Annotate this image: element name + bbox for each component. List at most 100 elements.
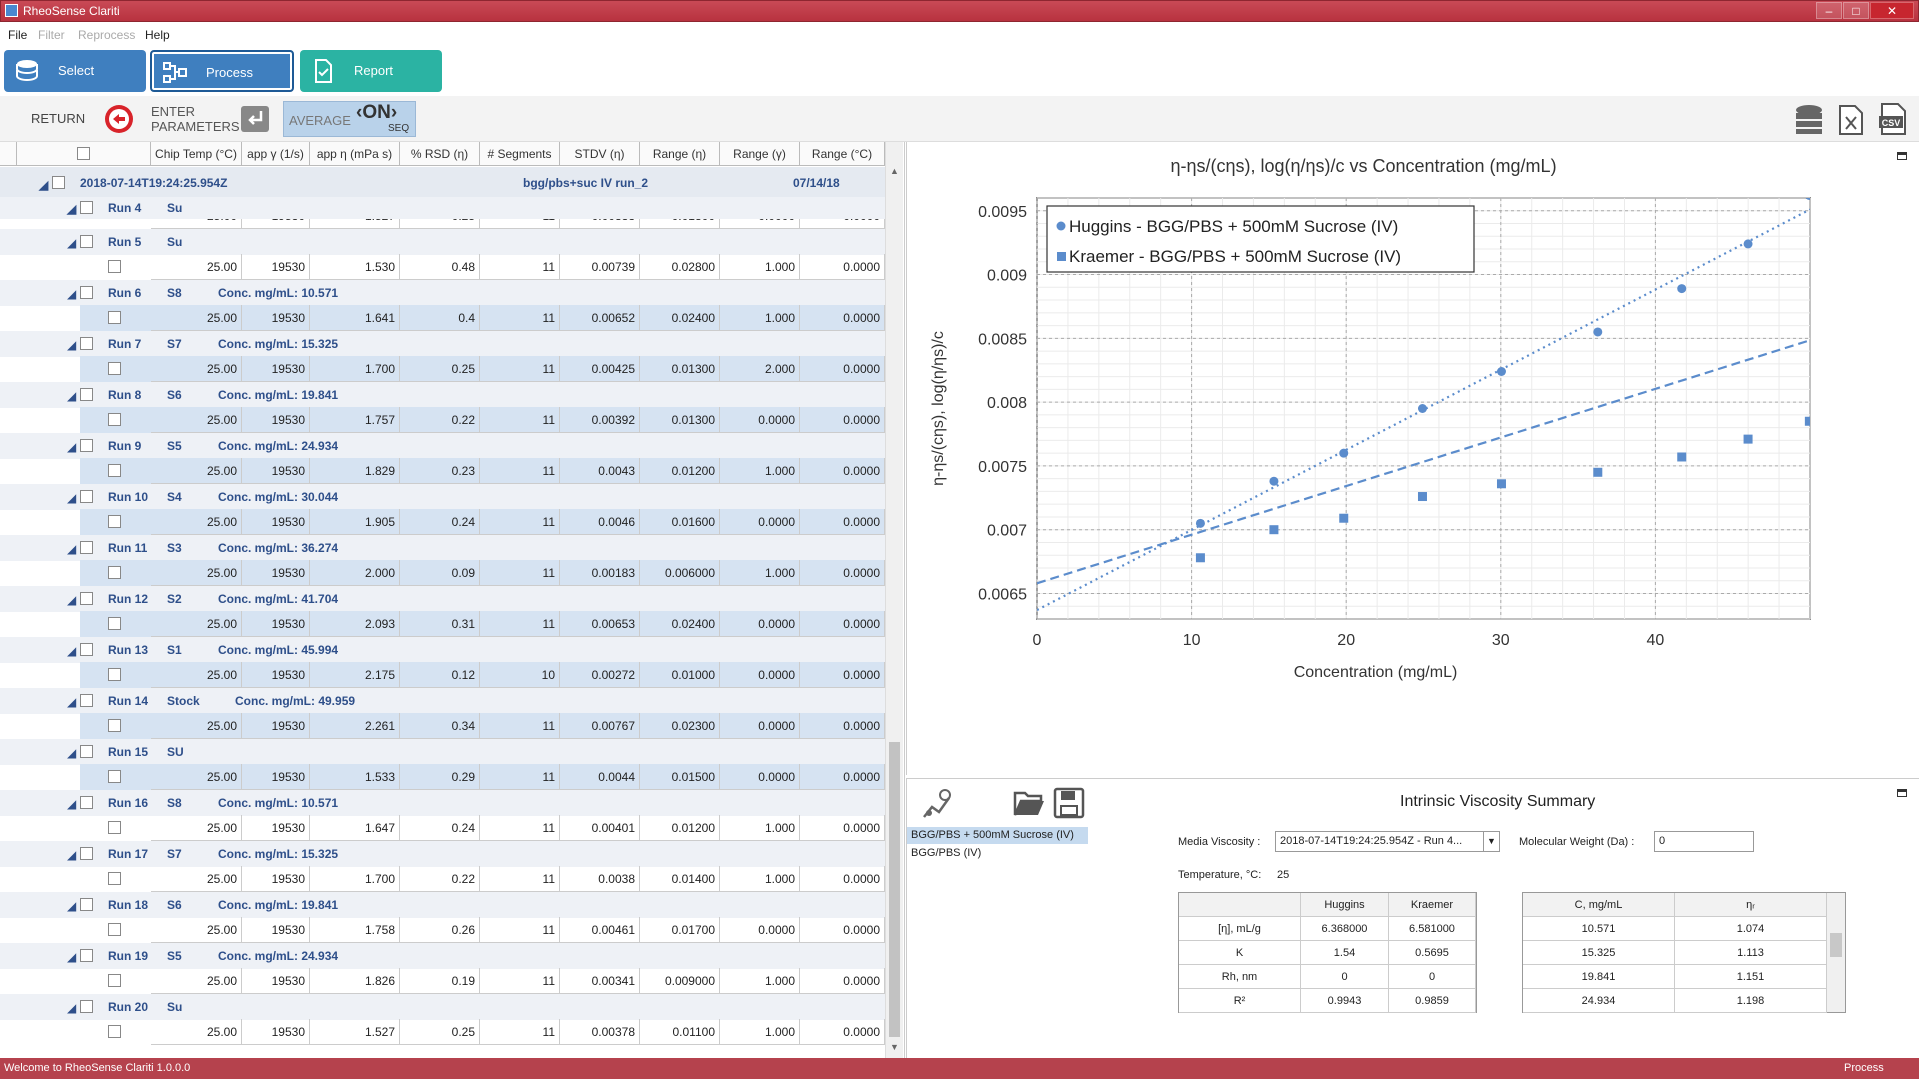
table-row[interactable]: 25.00 19530 1.758 0.26 11 0.00461 0.01700 0.000… <box>0 917 885 943</box>
table-row[interactable]: 25.00 19530 1.641 0.4 11 0.00652 0.02400 1.000 0… <box>0 305 885 331</box>
sample-group-row[interactable]: ◢ 2018-07-14T19:24:25.954Z bgg/pbs+suc I… <box>0 167 885 197</box>
row-checkbox[interactable] <box>108 668 121 681</box>
run-header-row[interactable]: ◢ Run 20 Su <box>0 994 885 1020</box>
menu-file[interactable]: File <box>8 28 28 42</box>
expand-triangle-icon[interactable]: ◢ <box>39 178 49 192</box>
run-header-row[interactable]: ◢ Run 13 S1 Conc. mg/mL: 45.994 <box>0 637 885 663</box>
expand-triangle-icon[interactable]: ◢ <box>67 491 77 505</box>
minimize-button[interactable]: – <box>1816 2 1842 19</box>
table-row[interactable]: 25.00 19530 1.905 0.24 11 0.0046 0.01600 0.0000… <box>0 509 885 535</box>
run-header-row[interactable]: ◢ Run 12 S2 Conc. mg/mL: 41.704 <box>0 586 885 612</box>
run-checkbox[interactable] <box>80 643 93 656</box>
maximize-button[interactable]: □ <box>1843 2 1869 19</box>
expand-triangle-icon[interactable]: ◢ <box>67 746 77 760</box>
select-button[interactable]: Select <box>4 50 146 92</box>
row-checkbox[interactable] <box>108 311 121 324</box>
scroll-thumb[interactable] <box>889 742 900 1037</box>
minimize-panel-icon[interactable] <box>1897 152 1907 160</box>
enter-parameters-icon[interactable] <box>240 105 270 133</box>
run-header-row[interactable]: ◢ Run 19 S5 Conc. mg/mL: 24.934 <box>0 943 885 969</box>
run-header-row[interactable]: ◢ Run 7 S7 Conc. mg/mL: 15.325 <box>0 331 885 357</box>
run-checkbox[interactable] <box>80 592 93 605</box>
grid-scrollbar[interactable]: ▲ ▼ <box>885 142 903 1058</box>
run-checkbox[interactable] <box>80 796 93 809</box>
close-button[interactable]: ✕ <box>1870 2 1914 19</box>
expand-triangle-icon[interactable]: ◢ <box>67 950 77 964</box>
select-all-header[interactable] <box>17 142 151 166</box>
run-header-row[interactable]: ◢ Run 18 S6 Conc. mg/mL: 19.841 <box>0 892 885 918</box>
csv-export-icon[interactable]: CSV <box>1878 102 1908 136</box>
expand-triangle-icon[interactable]: ◢ <box>67 797 77 811</box>
expand-triangle-icon[interactable]: ◢ <box>67 338 77 352</box>
expand-triangle-icon[interactable]: ◢ <box>67 440 77 454</box>
expand-triangle-icon[interactable]: ◢ <box>67 389 77 403</box>
row-checkbox[interactable] <box>108 566 121 579</box>
row-checkbox[interactable] <box>108 1025 121 1038</box>
col-rsd[interactable]: % RSD (η) <box>400 142 480 166</box>
group-checkbox[interactable] <box>52 176 65 189</box>
run-checkbox[interactable] <box>80 847 93 860</box>
run-checkbox[interactable] <box>80 201 93 214</box>
table-row[interactable]: 25.00 19530 1.757 0.22 11 0.00392 0.01300 0.000… <box>0 407 885 433</box>
run-header-row[interactable]: ◢ Run 17 S7 Conc. mg/mL: 15.325 <box>0 841 885 867</box>
expand-triangle-icon[interactable]: ◢ <box>67 644 77 658</box>
run-checkbox[interactable] <box>80 898 93 911</box>
run-checkbox[interactable] <box>80 490 93 503</box>
run-header-row[interactable]: ◢ Run 16 S8 Conc. mg/mL: 10.571 <box>0 790 885 816</box>
menu-filter[interactable]: Filter <box>38 28 65 42</box>
row-checkbox[interactable] <box>108 770 121 783</box>
table-row[interactable]: 25.00 19530 1.700 0.22 11 0.0038 0.01400 1.000 0… <box>0 866 885 892</box>
parameters-label[interactable]: PARAMETERS <box>151 119 240 134</box>
table-row[interactable]: 25.00 19530 1.647 0.24 11 0.00401 0.01200 1.000… <box>0 815 885 841</box>
run-checkbox[interactable] <box>80 439 93 452</box>
col-app-gamma[interactable]: app γ (1/s) <box>242 142 310 166</box>
row-checkbox[interactable] <box>108 260 121 273</box>
run-checkbox[interactable] <box>80 949 93 962</box>
row-checkbox[interactable] <box>108 974 121 987</box>
col-range-temp[interactable]: Range (°C) <box>800 142 885 166</box>
col-chip-temp[interactable]: Chip Temp (°C) <box>151 142 242 166</box>
table-row[interactable]: 25.00 19530 1.530 0.48 11 0.00739 0.02800 1.000… <box>0 254 885 280</box>
run-header-row[interactable]: ◢ Run 10 S4 Conc. mg/mL: 30.044 <box>0 484 885 510</box>
menu-help[interactable]: Help <box>145 28 170 42</box>
expand-triangle-icon[interactable]: ◢ <box>67 202 77 216</box>
folder-open-icon[interactable] <box>1013 789 1045 817</box>
chart-settings-icon[interactable] <box>921 787 955 821</box>
run-checkbox[interactable] <box>80 694 93 707</box>
expand-triangle-icon[interactable]: ◢ <box>67 236 77 250</box>
table-row[interactable]: 25.00 19530 2.000 0.09 11 0.00183 0.006000 1.00… <box>0 560 885 586</box>
run-header-row[interactable]: ◢ Run 15 SU <box>0 739 885 765</box>
mw-input[interactable]: 0 <box>1654 831 1754 852</box>
run-checkbox[interactable] <box>80 1000 93 1013</box>
row-checkbox[interactable] <box>108 464 121 477</box>
col-stdv[interactable]: STDV (η) <box>560 142 640 166</box>
col-range-eta[interactable]: Range (η) <box>640 142 720 166</box>
row-checkbox[interactable] <box>108 515 121 528</box>
minimize-panel-icon[interactable] <box>1897 789 1907 797</box>
average-toggle[interactable]: AVERAGE ‹ON› SEQ <box>283 101 416 137</box>
save-icon[interactable] <box>1053 787 1085 819</box>
col-range-gamma[interactable]: Range (γ) <box>720 142 800 166</box>
row-checkbox[interactable] <box>108 821 121 834</box>
expand-triangle-icon[interactable]: ◢ <box>67 848 77 862</box>
row-checkbox[interactable] <box>108 413 121 426</box>
expand-triangle-icon[interactable]: ◢ <box>67 695 77 709</box>
expand-triangle-icon[interactable]: ◢ <box>67 542 77 556</box>
scroll-thumb[interactable] <box>1830 933 1842 957</box>
table-row[interactable]: 25.00 19530 2.093 0.31 11 0.00653 0.02400 0.000… <box>0 611 885 637</box>
report-button[interactable]: Report <box>300 50 442 92</box>
run-4-header[interactable]: ◢ Run 4 Su <box>0 197 885 219</box>
row-checkbox[interactable] <box>108 617 121 630</box>
expand-triangle-icon[interactable]: ◢ <box>67 593 77 607</box>
row-checkbox[interactable] <box>108 362 121 375</box>
select-all-checkbox[interactable] <box>77 147 90 160</box>
menu-reprocess[interactable]: Reprocess <box>78 28 136 42</box>
run-checkbox[interactable] <box>80 235 93 248</box>
expand-triangle-icon[interactable]: ◢ <box>67 287 77 301</box>
table-row[interactable]: 25.00 19530 1.700 0.25 11 0.00425 0.01300 2.000… <box>0 356 885 382</box>
return-label[interactable]: RETURN <box>31 111 86 126</box>
table-row[interactable]: 25.00 19530 2.175 0.12 10 0.00272 0.01000 0.000… <box>0 662 885 688</box>
table-row[interactable]: 25.00 19530 1.533 0.29 11 0.0044 0.01500 0.0000… <box>0 764 885 790</box>
run-checkbox[interactable] <box>80 388 93 401</box>
run-header-row[interactable]: ◢ Run 5 Su <box>0 229 885 255</box>
